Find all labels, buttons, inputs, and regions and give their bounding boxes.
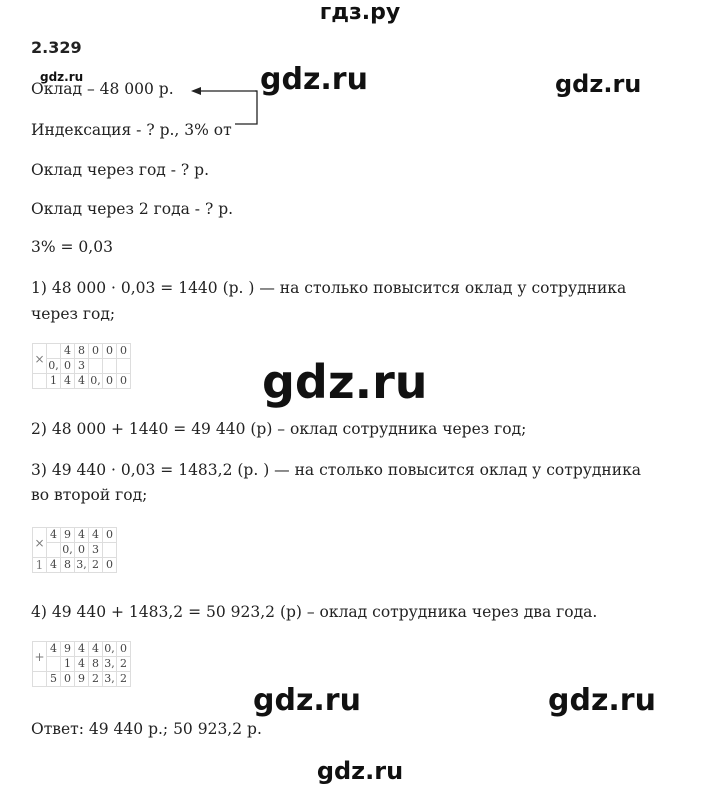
watermark: gdz.ru xyxy=(548,683,656,718)
watermark: gdz.ru xyxy=(260,62,368,97)
site-title: гдз.ру xyxy=(319,0,401,25)
grid-row: 1 4 8 3, 2 0 xyxy=(32,557,117,573)
step4-line: 4) 49 440 + 1483,2 = 50 923,2 (р) – окла… xyxy=(31,603,598,621)
salary-line: Оклад – 48 000 р. xyxy=(31,80,174,98)
grid-cell: 0, xyxy=(46,358,61,374)
operation-sign: × xyxy=(32,527,47,558)
multiplication-grid-1: × 4 8 0 0 0 0, 0 3 1 4 4 0, 0 0 xyxy=(32,343,131,389)
grid-cell: 8 xyxy=(60,557,75,573)
grid-row: 1 4 8 3, 2 xyxy=(33,656,131,672)
grid-cell: 2 xyxy=(116,671,131,687)
grid-cell: 4 xyxy=(74,373,89,389)
grid-cell: 2 xyxy=(88,557,103,573)
grid-cell: 3, xyxy=(102,671,117,687)
grid-cell xyxy=(102,358,117,374)
grid-cell: 1 xyxy=(60,656,75,672)
grid-cell: 4 xyxy=(74,656,89,672)
step3-line-cont: во второй год; xyxy=(31,486,148,504)
grid-row: +4 9 4 4 0, 0 xyxy=(32,641,131,672)
grid-cell: 0 xyxy=(102,373,117,389)
grid-cell: 4 xyxy=(88,641,103,657)
grid-cell: 0, xyxy=(102,641,117,657)
step3-line: 3) 49 440 · 0,03 = 1483,2 (р. ) — на сто… xyxy=(31,461,641,479)
step1-line: 1) 48 000 · 0,03 = 1440 (р. ) — на столь… xyxy=(31,279,627,297)
grid-cell: 0, xyxy=(88,373,103,389)
grid-cell xyxy=(32,373,47,389)
answer-line: Ответ: 49 440 р.; 50 923,2 р. xyxy=(31,720,262,738)
watermark: gdz.ru xyxy=(253,683,361,718)
grid-cell: 2 xyxy=(88,671,103,687)
step1-line-cont: через год; xyxy=(31,305,116,323)
grid-cell: 0 xyxy=(88,343,103,359)
task-number: 2.329 xyxy=(31,38,82,57)
watermark-footer: gdz.ru xyxy=(316,757,404,785)
grid-row: × 4 8 0 0 0 xyxy=(32,343,131,374)
grid-cell: 4 xyxy=(74,527,89,543)
grid-row: 0, 0 3 xyxy=(33,542,117,558)
grid-cell: 0 xyxy=(116,641,131,657)
grid-row: 1 4 4 0, 0 0 xyxy=(32,373,131,389)
grid-cell: 4 xyxy=(74,641,89,657)
grid-cell: 3, xyxy=(102,656,117,672)
grid-row: 5 0 9 2 3, 2 xyxy=(32,671,131,687)
operation-sign: × xyxy=(32,343,47,374)
watermark-large: gdz.ru xyxy=(262,355,428,409)
grid-cell: 0 xyxy=(102,527,117,543)
grid-cell: 0 xyxy=(116,343,131,359)
after-two-years-line: Оклад через 2 года - ? р. xyxy=(31,200,234,218)
grid-cell: 8 xyxy=(88,656,103,672)
watermark: gdz.ru xyxy=(555,70,642,98)
addition-grid: +4 9 4 4 0, 0 1 4 8 3, 2 5 0 9 2 3, 2 xyxy=(32,641,131,687)
grid-cell: 4 xyxy=(60,373,75,389)
grid-cell: 4 xyxy=(46,557,61,573)
grid-cell xyxy=(46,542,61,558)
grid-cell: 4 xyxy=(46,527,61,543)
grid-cell: 4 xyxy=(60,343,75,359)
grid-cell: 3 xyxy=(74,358,89,374)
grid-row: × 4 9 4 4 0 xyxy=(32,527,117,558)
operation-sign: + xyxy=(32,641,47,672)
grid-cell: 1 xyxy=(46,373,61,389)
step2-line: 2) 48 000 + 1440 = 49 440 (р) – оклад со… xyxy=(31,420,527,438)
watermark-small: gdz.ru xyxy=(40,70,84,84)
grid-cell: 9 xyxy=(60,641,75,657)
grid-cell: 9 xyxy=(60,527,75,543)
grid-cell xyxy=(32,671,47,687)
grid-cell: 0 xyxy=(60,671,75,687)
after-one-year-line: Оклад через год - ? р. xyxy=(31,161,210,179)
multiplication-grid-2: × 4 9 4 4 0 0, 0 3 1 4 8 3, 2 0 xyxy=(32,527,117,573)
grid-cell xyxy=(116,358,131,374)
arrow-connector xyxy=(191,87,258,125)
grid-row: 0, 0 3 xyxy=(33,358,131,374)
grid-cell: 3, xyxy=(74,557,89,573)
grid-cell: 0 xyxy=(102,557,117,573)
grid-cell: 0 xyxy=(102,343,117,359)
grid-cell: 4 xyxy=(46,641,61,657)
grid-cell: 8 xyxy=(74,343,89,359)
grid-cell xyxy=(46,343,61,359)
indexation-line: Индексация - ? р., 3% от xyxy=(31,121,232,139)
percent-line: 3% = 0,03 xyxy=(31,238,113,256)
grid-cell: 0 xyxy=(116,373,131,389)
grid-cell: 2 xyxy=(116,656,131,672)
grid-cell: 3 xyxy=(88,542,103,558)
grid-cell: 1 xyxy=(32,557,47,573)
grid-cell: 9 xyxy=(74,671,89,687)
grid-cell: 0 xyxy=(74,542,89,558)
grid-cell: 0, xyxy=(60,542,75,558)
grid-cell: 5 xyxy=(46,671,61,687)
grid-cell xyxy=(88,358,103,374)
grid-cell: 4 xyxy=(88,527,103,543)
grid-cell xyxy=(102,542,117,558)
grid-cell xyxy=(46,656,61,672)
grid-cell: 0 xyxy=(60,358,75,374)
